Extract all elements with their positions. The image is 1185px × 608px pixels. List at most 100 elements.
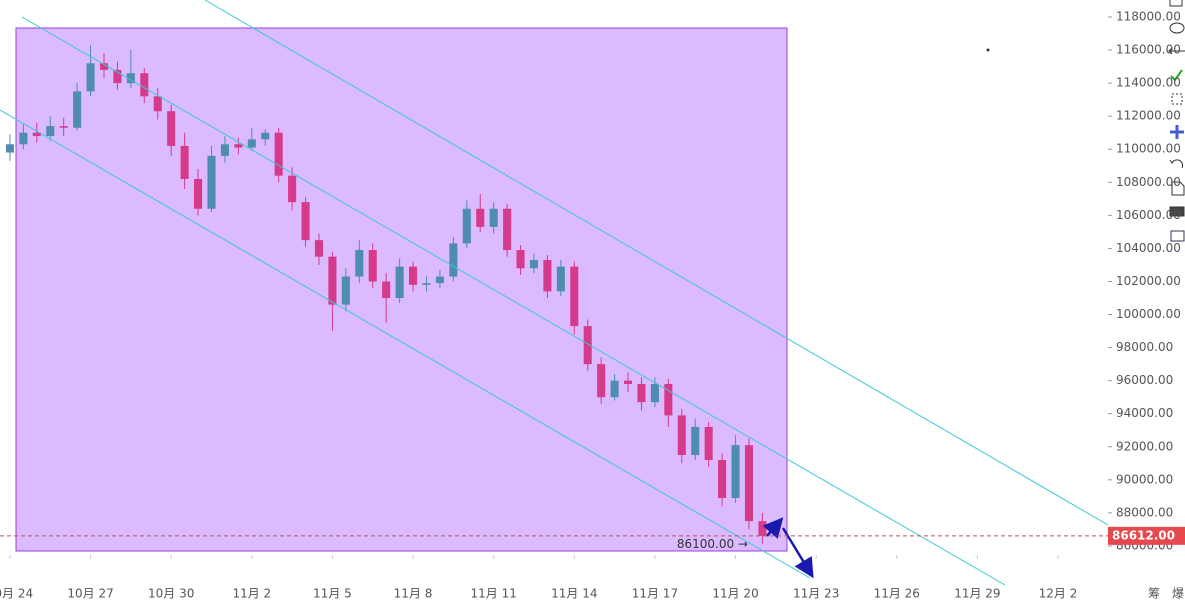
candle-body bbox=[341, 276, 350, 305]
tool-print[interactable] bbox=[1169, 206, 1185, 217]
last-price-box bbox=[1108, 526, 1185, 545]
candle-body bbox=[395, 266, 404, 299]
x-tick-label: 11月 11 bbox=[470, 587, 516, 601]
candle-body bbox=[556, 266, 565, 292]
dot bbox=[986, 48, 990, 52]
candle-body bbox=[19, 132, 28, 145]
x-tick-label: 12月 2 bbox=[1039, 587, 1078, 601]
candle-body bbox=[435, 276, 444, 284]
y-tick-label: 112000.00 bbox=[1116, 109, 1181, 123]
channel-line bbox=[0, 109, 811, 579]
candle-body bbox=[476, 208, 485, 227]
arrow-up bbox=[762, 517, 784, 539]
y-tick-label: 102000.00 bbox=[1116, 274, 1181, 288]
y-tick-label: 114000.00 bbox=[1116, 76, 1181, 90]
channel-line bbox=[204, 0, 1109, 526]
candle-body bbox=[409, 266, 418, 285]
tool-undo[interactable] bbox=[1169, 159, 1184, 169]
candle-body bbox=[543, 259, 552, 292]
x-tick-label: 11月 23 bbox=[793, 587, 839, 601]
candle-body bbox=[677, 415, 686, 456]
x-tick-label: 11月 29 bbox=[954, 587, 1000, 601]
candle-body bbox=[5, 144, 14, 153]
candle-body bbox=[704, 426, 713, 461]
candle-body bbox=[153, 96, 162, 112]
y-tick-label: 118000.00 bbox=[1116, 9, 1181, 23]
candle-body bbox=[624, 380, 633, 384]
footer-button[interactable]: 筹 bbox=[1148, 587, 1160, 601]
y-tick-label: 106000.00 bbox=[1116, 208, 1181, 222]
footer-button[interactable]: 爆 bbox=[1172, 587, 1184, 601]
tool-select[interactable] bbox=[1171, 93, 1183, 105]
y-tick-label: 96000.00 bbox=[1116, 373, 1173, 387]
candle-body bbox=[314, 240, 324, 257]
candle-body bbox=[220, 144, 229, 156]
candle-body bbox=[758, 521, 767, 536]
tool-rect[interactable] bbox=[1169, 0, 1183, 7]
candle-body bbox=[288, 175, 297, 203]
low-marker-label: 86100.00 → bbox=[677, 537, 748, 551]
y-tick-label: 100000.00 bbox=[1116, 307, 1181, 321]
y-tick-label: 94000.00 bbox=[1116, 406, 1173, 420]
candle-body bbox=[86, 63, 95, 92]
y-tick-label: 98000.00 bbox=[1116, 340, 1173, 354]
y-tick-label: 88000.00 bbox=[1116, 505, 1173, 519]
x-tick-label: 10月 27 bbox=[67, 587, 113, 601]
candle-body bbox=[422, 283, 431, 285]
y-tick-label: 92000.00 bbox=[1116, 439, 1173, 453]
candle-body bbox=[328, 256, 337, 305]
channel-line bbox=[21, 16, 1006, 586]
x-tick-label: 10月 24 bbox=[0, 587, 33, 601]
candle-body bbox=[462, 208, 471, 244]
candle-body bbox=[731, 445, 740, 499]
candle-body bbox=[637, 383, 646, 403]
tool-plus[interactable] bbox=[1170, 125, 1184, 139]
candle-body bbox=[274, 132, 283, 176]
candle-body bbox=[503, 208, 512, 251]
tool-ellipse[interactable] bbox=[1169, 22, 1185, 34]
candle-body bbox=[664, 383, 673, 416]
candle-body bbox=[744, 445, 753, 522]
x-tick-label: 11月 26 bbox=[874, 587, 920, 601]
candle-body bbox=[113, 69, 122, 84]
x-tick-label: 11月 8 bbox=[394, 587, 433, 601]
tool-doc[interactable] bbox=[1171, 181, 1185, 196]
y-tick-label: 110000.00 bbox=[1116, 142, 1181, 156]
candle-body bbox=[529, 259, 539, 269]
candle-body bbox=[597, 364, 606, 398]
candle-body bbox=[570, 266, 579, 327]
candle-body bbox=[355, 250, 364, 277]
tool-save[interactable] bbox=[1170, 230, 1185, 242]
candle-body bbox=[46, 126, 55, 137]
candle-body bbox=[180, 145, 189, 179]
candle-body bbox=[167, 111, 176, 146]
candle-body bbox=[691, 426, 700, 456]
toolbar bbox=[1168, 0, 1185, 242]
tool-check[interactable] bbox=[1170, 69, 1183, 82]
candle-body bbox=[516, 250, 525, 269]
candle-body bbox=[583, 326, 592, 365]
y-tick-label: 90000.00 bbox=[1116, 472, 1173, 486]
candle-body bbox=[32, 132, 41, 137]
candle-body bbox=[301, 202, 310, 241]
candle-body bbox=[99, 63, 109, 70]
candle-body bbox=[382, 281, 391, 299]
candle-body bbox=[449, 243, 458, 277]
candle-body bbox=[368, 250, 377, 282]
x-tick-label: 11月 14 bbox=[551, 587, 597, 601]
candle-body bbox=[207, 155, 216, 209]
candle-body bbox=[610, 380, 619, 398]
y-tick-label: 104000.00 bbox=[1116, 241, 1181, 255]
x-tick-label: 11月 2 bbox=[232, 587, 271, 601]
candle-body bbox=[59, 126, 68, 128]
x-tick-label: 11月 20 bbox=[712, 587, 758, 601]
candle-body bbox=[73, 91, 82, 128]
candle-body bbox=[194, 178, 203, 209]
tool-arrow[interactable] bbox=[1168, 47, 1185, 55]
candle-body bbox=[247, 139, 256, 148]
y-tick-label: 116000.00 bbox=[1116, 43, 1181, 57]
x-tick-label: 10月 30 bbox=[148, 587, 194, 601]
candle-body bbox=[126, 73, 135, 84]
